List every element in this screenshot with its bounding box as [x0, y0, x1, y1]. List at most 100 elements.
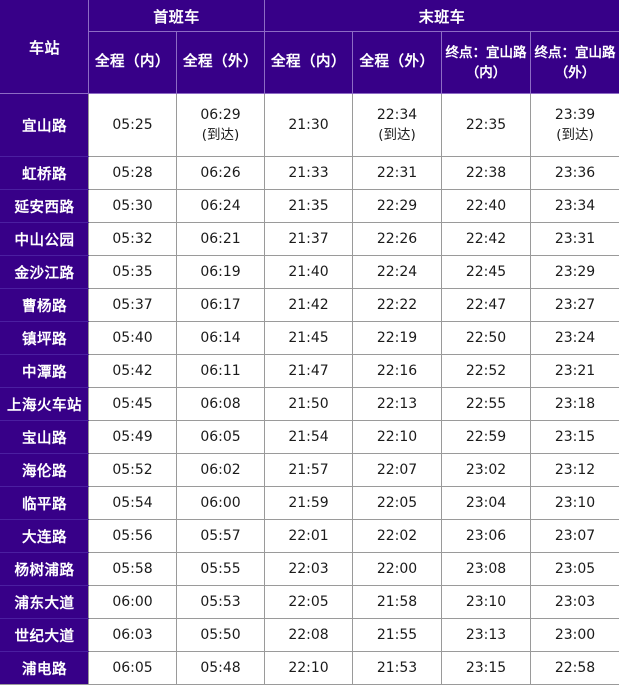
time-cell: 22:34(到达) — [353, 94, 442, 157]
time-cell: 23:03 — [531, 586, 619, 619]
time-cell: 05:56 — [89, 520, 177, 553]
time-cell: 23:08 — [442, 553, 531, 586]
time-cell: 23:21 — [531, 355, 619, 388]
time-cell: 22:40 — [442, 190, 531, 223]
header-col-last-outer: 全程（外） — [353, 32, 442, 94]
time-cell: 21:58 — [353, 586, 442, 619]
time-cell: 06:21 — [177, 223, 265, 256]
time-cell: 05:42 — [89, 355, 177, 388]
time-cell: 23:07 — [531, 520, 619, 553]
time-cell: 05:28 — [89, 157, 177, 190]
station-name-cell: 宜山路 — [1, 94, 89, 157]
header-sub-row: 全程（内） 全程（外） 全程（内） 全程（外） 终点：宜山路 （内） 终点：宜山… — [1, 32, 619, 94]
header-group-row: 车站 首班车 末班车 — [1, 1, 619, 32]
header-col-first-outer: 全程（外） — [177, 32, 265, 94]
time-cell: 23:24 — [531, 322, 619, 355]
time-cell: 22:16 — [353, 355, 442, 388]
table-header: 车站 首班车 末班车 全程（内） 全程（外） 全程（内） 全程（外） 终点：宜山… — [1, 1, 619, 94]
time-cell: 22:24 — [353, 256, 442, 289]
time-cell: 06:03 — [89, 619, 177, 652]
time-cell: 23:04 — [442, 487, 531, 520]
time-cell: 22:13 — [353, 388, 442, 421]
station-name-cell: 杨树浦路 — [1, 553, 89, 586]
time-cell: 22:26 — [353, 223, 442, 256]
time-cell: 22:19 — [353, 322, 442, 355]
time-cell: 23:10 — [531, 487, 619, 520]
time-cell: 22:50 — [442, 322, 531, 355]
time-cell: 05:37 — [89, 289, 177, 322]
station-name-cell: 世纪大道 — [1, 619, 89, 652]
header-group-last-train: 末班车 — [265, 1, 619, 32]
header-col-last-outer-l1: 全程（外） — [360, 54, 435, 70]
time-cell: 06:14 — [177, 322, 265, 355]
time-cell: 22:08 — [265, 619, 353, 652]
time-cell: 21:47 — [265, 355, 353, 388]
header-col-terminus-yishanlu-inner-l2: （内） — [444, 63, 528, 83]
header-col-terminus-yishanlu-outer-l2: （外） — [533, 63, 617, 83]
station-name-cell: 金沙江路 — [1, 256, 89, 289]
time-cell: 05:45 — [89, 388, 177, 421]
time-cell: 22:05 — [265, 586, 353, 619]
time-cell: 23:10 — [442, 586, 531, 619]
time-cell: 22:01 — [265, 520, 353, 553]
time-cell: 23:29 — [531, 256, 619, 289]
time-cell: 22:59 — [442, 421, 531, 454]
time-cell: 22:02 — [353, 520, 442, 553]
time-cell: 22:29 — [353, 190, 442, 223]
station-name-cell: 临平路 — [1, 487, 89, 520]
station-name-cell: 海伦路 — [1, 454, 89, 487]
time-cell: 05:32 — [89, 223, 177, 256]
station-name-cell: 浦东大道 — [1, 586, 89, 619]
time-cell: 05:55 — [177, 553, 265, 586]
time-cell: 23:39(到达) — [531, 94, 619, 157]
time-cell: 06:17 — [177, 289, 265, 322]
time-cell: 22:10 — [353, 421, 442, 454]
time-cell: 21:55 — [353, 619, 442, 652]
station-name-cell: 曹杨路 — [1, 289, 89, 322]
arrival-note: (到达) — [177, 125, 264, 145]
time-cell: 23:00 — [531, 619, 619, 652]
time-value: 23:39 — [531, 105, 619, 125]
arrival-note: (到达) — [531, 125, 619, 145]
time-cell: 22:38 — [442, 157, 531, 190]
time-cell: 06:11 — [177, 355, 265, 388]
time-cell: 22:07 — [353, 454, 442, 487]
header-col-terminus-yishanlu-outer-l1: 终点：宜山路 — [533, 43, 617, 63]
time-cell: 22:47 — [442, 289, 531, 322]
time-cell: 23:02 — [442, 454, 531, 487]
station-name-cell: 镇坪路 — [1, 322, 89, 355]
time-cell: 23:34 — [531, 190, 619, 223]
time-cell: 23:13 — [442, 619, 531, 652]
time-cell: 05:54 — [89, 487, 177, 520]
station-name-cell: 延安西路 — [1, 190, 89, 223]
time-cell: 22:58 — [531, 652, 619, 685]
time-cell: 21:53 — [353, 652, 442, 685]
time-cell: 22:22 — [353, 289, 442, 322]
time-cell: 06:26 — [177, 157, 265, 190]
time-cell: 21:57 — [265, 454, 353, 487]
time-cell: 22:45 — [442, 256, 531, 289]
header-col-terminus-yishanlu-inner-l1: 终点：宜山路 — [444, 43, 528, 63]
time-cell: 21:35 — [265, 190, 353, 223]
header-col-last-inner: 全程（内） — [265, 32, 353, 94]
time-cell: 23:06 — [442, 520, 531, 553]
time-cell: 21:54 — [265, 421, 353, 454]
time-cell: 05:40 — [89, 322, 177, 355]
time-cell: 22:35 — [442, 94, 531, 157]
time-cell: 05:35 — [89, 256, 177, 289]
time-cell: 05:58 — [89, 553, 177, 586]
time-cell: 21:59 — [265, 487, 353, 520]
header-col-terminus-yishanlu-inner: 终点：宜山路 （内） — [442, 32, 531, 94]
